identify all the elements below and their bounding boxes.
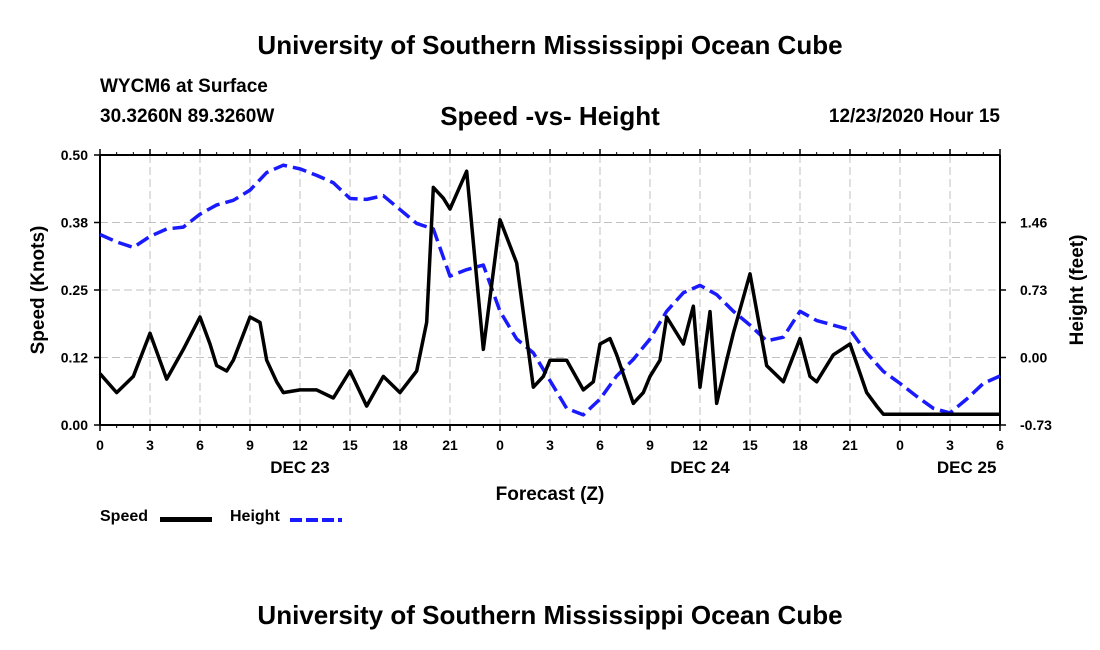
legend-height-label: Height [230, 508, 280, 525]
page-title-top: University of Southern Mississippi Ocean… [257, 30, 843, 60]
height-line [99, 163, 1001, 417]
legend-speed: Speed [100, 508, 148, 526]
datetime-label: 12/23/2020 Hour 15 [828, 106, 1000, 127]
date-label: DEC 25 [937, 458, 997, 477]
station-label: WYCM6 at Surface [100, 76, 268, 97]
x-tick-label: 18 [392, 437, 408, 453]
y2-tick-label: 1.46 [1020, 215, 1047, 231]
x-tick-label: 0 [496, 437, 504, 453]
x-tick-label: 0 [96, 437, 104, 453]
y2-tick-label: 0.00 [1020, 350, 1047, 366]
date-label: DEC 23 [270, 458, 330, 477]
x-tick-label: 6 [996, 437, 1004, 453]
x-tick-label: 18 [792, 437, 808, 453]
x-tick-label: 21 [442, 437, 458, 453]
y-tick-label: 0.25 [61, 282, 88, 298]
grid-lines [100, 155, 1000, 425]
y-tick-label: 0.12 [61, 350, 88, 366]
x-tick-label: 3 [946, 437, 954, 453]
page-title-bottom: University of Southern Mississippi Ocean… [257, 600, 843, 630]
x-tick-label: 21 [842, 437, 858, 453]
y-tick-label: 0.38 [61, 215, 88, 231]
speed-line [98, 169, 1000, 416]
y2-tick-label: 0.73 [1020, 282, 1047, 298]
height-series [99, 163, 1001, 417]
speed-series [98, 169, 1000, 416]
x-tick-label: 9 [246, 437, 254, 453]
x-axis-title: Forecast (Z) [496, 484, 605, 505]
legend-height-swatch [290, 518, 342, 522]
legend-speed-swatch [160, 517, 212, 522]
y-axis-title: Speed (Knots) [28, 226, 49, 355]
axes [94, 149, 1006, 431]
x-tick-label: 15 [742, 437, 758, 453]
y-tick-label: 0.00 [61, 417, 88, 433]
x-tick-label: 6 [196, 437, 204, 453]
y2-axis-title: Height (feet) [1067, 235, 1088, 346]
x-tick-label: 15 [342, 437, 358, 453]
legend-speed-label: Speed [100, 508, 149, 525]
x-tick-label: 12 [292, 437, 308, 453]
legend-height: Height [230, 508, 280, 526]
chart-title: Speed -vs- Height [440, 101, 660, 131]
x-tick-label: 9 [646, 437, 654, 453]
x-tick-label: 6 [596, 437, 604, 453]
coordinates-label: 30.3260N 89.3260W [100, 106, 275, 127]
axis-labels: 0 3 6 9 12 15 18 21 0 3 6 9 12 15 18 21 0 3 6 0.00 0.12 0.25 0… [28, 147, 1088, 505]
y-tick-label: 0.50 [61, 147, 88, 163]
date-label: DEC 24 [670, 458, 730, 477]
x-tick-label: 0 [896, 437, 904, 453]
y2-tick-label: -0.73 [1020, 417, 1052, 433]
x-tick-label: 3 [546, 437, 554, 453]
x-tick-label: 3 [146, 437, 154, 453]
x-tick-label: 12 [692, 437, 708, 453]
